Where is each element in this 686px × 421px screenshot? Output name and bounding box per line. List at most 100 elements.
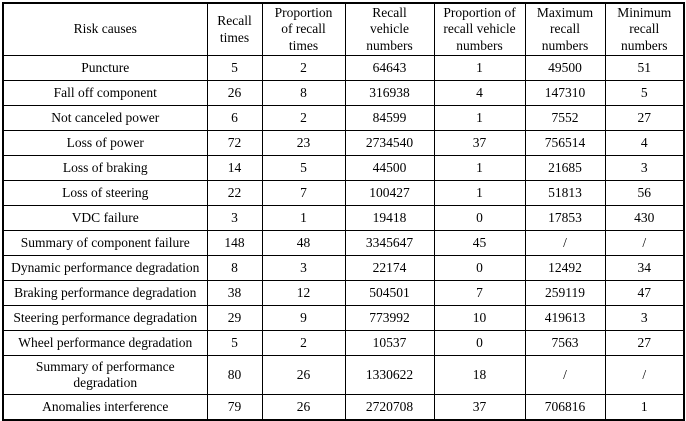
value-cell: / [524,230,606,257]
value-cell: 4 [433,80,526,107]
value-cell: 72 [206,130,263,157]
value-cell: 22 [206,180,263,207]
value-cell: 45 [433,230,526,257]
value-cell: 5 [261,155,346,182]
table-row: Loss of power 72 23 2734540 37 756514 4 [2,130,685,157]
value-cell: 5 [604,80,685,107]
value-cell: 5 [206,55,263,82]
value-cell: 26 [261,355,346,396]
value-cell: / [524,355,606,396]
value-cell: 1 [433,180,526,207]
header-row: Risk causes Recall times Proportion of rec… [2,2,685,57]
risk-cause-cell: Summary of performance degradation [2,355,208,396]
risk-cause-cell: Braking performance degradation [2,280,208,307]
column-header: Recall times [206,2,263,57]
value-cell: 27 [604,105,685,132]
value-cell: 8 [206,255,263,282]
column-header: Recall vehicle numbers [344,2,435,57]
value-cell: 419613 [524,305,606,332]
value-cell: 7563 [524,330,606,357]
value-cell: 49500 [524,55,606,82]
risk-cause-cell: VDC failure [2,205,208,232]
table-row: Dynamic performance degradation 8 3 22174 0 1… [2,255,685,282]
table-row: Wheel performance degradation 5 2 10537 0 756… [2,330,685,357]
value-cell: / [604,230,685,257]
value-cell: 148 [206,230,263,257]
value-cell: 38 [206,280,263,307]
value-cell: 23 [261,130,346,157]
table-row: Puncture 5 2 64643 1 49500 51 [2,55,685,82]
value-cell: 3 [604,305,685,332]
table-row: Not canceled power 6 2 84599 1 7552 27 [2,105,685,132]
value-cell: 7 [261,180,346,207]
risk-cause-cell: Dynamic performance degradation [2,255,208,282]
value-cell: 44500 [344,155,435,182]
value-cell: 37 [433,130,526,157]
table-row: Braking performance degradation 38 12 50450… [2,280,685,307]
value-cell: 34 [604,255,685,282]
table-body: Puncture 5 2 64643 1 49500 51 Fall off componen… [2,55,685,421]
risk-cause-cell: Not canceled power [2,105,208,132]
value-cell: 7 [433,280,526,307]
value-cell: 504501 [344,280,435,307]
risk-cause-cell: Loss of power [2,130,208,157]
value-cell: 3 [206,205,263,232]
value-cell: 84599 [344,105,435,132]
risk-cause-cell: Puncture [2,55,208,82]
value-cell: 100427 [344,180,435,207]
value-cell: 27 [604,330,685,357]
value-cell: 1330622 [344,355,435,396]
value-cell: 80 [206,355,263,396]
value-cell: 0 [433,255,526,282]
value-cell: 47 [604,280,685,307]
value-cell: 2 [261,55,346,82]
table-row: Fall off component 26 8 316938 4 147310 5 [2,80,685,107]
value-cell: 21685 [524,155,606,182]
column-header: Minimum recall numbers [604,2,685,57]
value-cell: 430 [604,205,685,232]
risk-cause-cell: Loss of braking [2,155,208,182]
column-header: Proportion of recall times [261,2,346,57]
value-cell: 12492 [524,255,606,282]
value-cell: 4 [604,130,685,157]
value-cell: 10 [433,305,526,332]
value-cell: 18 [433,355,526,396]
value-cell: 2 [261,330,346,357]
value-cell: 259119 [524,280,606,307]
value-cell: 14 [206,155,263,182]
value-cell: 3 [261,255,346,282]
value-cell: 22174 [344,255,435,282]
value-cell: 9 [261,305,346,332]
value-cell: 5 [206,330,263,357]
value-cell: 756514 [524,130,606,157]
risk-cause-cell: Fall off component [2,80,208,107]
risk-cause-cell: Steering performance degradation [2,305,208,332]
value-cell: 56 [604,180,685,207]
value-cell: 19418 [344,205,435,232]
value-cell: 2734540 [344,130,435,157]
value-cell: 64643 [344,55,435,82]
value-cell: 147310 [524,80,606,107]
risk-cause-cell: Wheel performance degradation [2,330,208,357]
table-row: Summary of component failure 148 48 3345647… [2,230,685,257]
value-cell: 773992 [344,305,435,332]
table-row: VDC failure 3 1 19418 0 17853 430 [2,205,685,232]
value-cell: 316938 [344,80,435,107]
value-cell: / [604,355,685,396]
value-cell: 1 [433,105,526,132]
column-header: Maximum recall numbers [524,2,606,57]
value-cell: 1 [433,55,526,82]
value-cell: 0 [433,205,526,232]
value-cell: 0 [433,330,526,357]
value-cell: 2 [261,105,346,132]
value-cell: 6 [206,105,263,132]
value-cell: 29 [206,305,263,332]
column-header: Risk causes [2,2,208,57]
value-cell: 1 [261,205,346,232]
value-cell: 7552 [524,105,606,132]
table-row: Steering performance degradation 29 9 77399… [2,305,685,332]
value-cell: 10537 [344,330,435,357]
table-row: Loss of steering 22 7 100427 1 51813 56 [2,180,685,207]
